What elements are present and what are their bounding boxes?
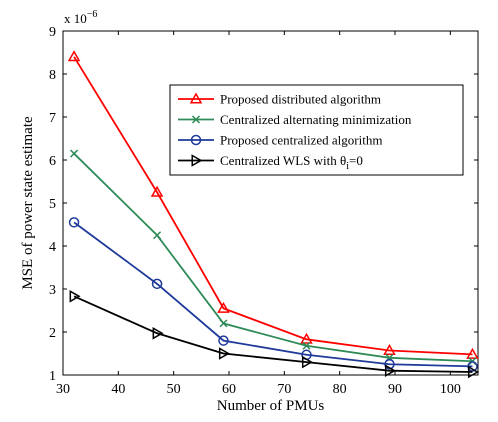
series-line (73, 295, 473, 373)
legend-label-main: Centralized WLS with θ (220, 153, 346, 168)
x-tick-label: 70 (277, 382, 291, 397)
legend-marker (191, 154, 203, 167)
x-tick-label: 50 (167, 382, 181, 397)
data-point (68, 217, 80, 228)
legend-label: Proposed distributed algorithm (220, 92, 381, 107)
data-point (70, 149, 79, 158)
data-point (217, 301, 230, 313)
ticks: 30 40 50 60 70 80 90 100 1 2 3 4 5 6 7 8 9 (49, 25, 478, 397)
y-tick-label: 9 (49, 25, 56, 40)
legend-label-subscript: i (346, 161, 349, 172)
x-axis-label: Number of PMUs (217, 398, 325, 414)
x-tick-label: 60 (222, 382, 236, 397)
series-2 (70, 149, 477, 366)
x-tick-label: 90 (388, 382, 402, 397)
data-point (383, 343, 396, 355)
y-tick-label: 7 (49, 111, 56, 126)
y-exponent-base: x 10 (64, 11, 87, 26)
data-point (466, 347, 479, 359)
legend-box (169, 84, 464, 176)
data-point (218, 335, 229, 346)
marker-stroke (219, 319, 228, 328)
y-tick-label: 8 (49, 68, 56, 83)
series-4 (69, 290, 479, 379)
data-point (302, 341, 311, 350)
legend-label-main: Proposed centralized algorithm (220, 133, 382, 148)
series-line (73, 56, 473, 356)
marker-stroke (302, 341, 311, 350)
y-tick-label: 1 (49, 369, 56, 384)
y-tick-label: 2 (49, 326, 56, 341)
y-exponent-power: −6 (87, 9, 98, 20)
series-line (73, 152, 473, 363)
legend: Proposed distributed algorithm Centralize… (169, 84, 464, 176)
marker-stroke (70, 149, 79, 158)
legend-marker (189, 92, 203, 104)
legend-marker (190, 134, 202, 146)
legend-item: Centralized WLS with θi=0 (178, 153, 363, 172)
data-point (467, 365, 479, 379)
data-point (384, 359, 395, 370)
data-point (67, 50, 81, 62)
legend-label: Centralized alternating minimization (220, 112, 412, 127)
marker-stroke (153, 231, 162, 240)
data-point (384, 364, 396, 377)
y-axis-label: MSE of power state estimate (20, 116, 36, 290)
y-tick-label: 4 (49, 240, 56, 255)
data-point (300, 332, 313, 344)
legend-item: Centralized alternating minimization (178, 112, 412, 127)
data-point (218, 347, 230, 360)
legend-label-main: Proposed distributed algorithm (220, 92, 381, 107)
legend-label: Centralized WLS with θi=0 (220, 153, 363, 172)
plot-area (67, 50, 479, 379)
data-point (219, 319, 228, 328)
data-point (301, 355, 313, 369)
data-point (151, 278, 163, 290)
y-tick-label: 5 (49, 197, 56, 212)
y-tick-label: 6 (49, 154, 56, 169)
x-tick-label: 40 (111, 382, 125, 397)
data-point (152, 326, 164, 340)
legend-item: Proposed centralized algorithm (178, 133, 382, 148)
legend-label-main: Centralized alternating minimization (220, 112, 412, 127)
legend-marker (191, 115, 201, 124)
series-line (73, 221, 473, 368)
series-3 (68, 217, 478, 372)
marker-stroke (191, 115, 201, 124)
legend-label-tail: =0 (349, 153, 363, 168)
data-point (153, 231, 162, 240)
data-point (69, 290, 81, 303)
y-tick-label: 3 (49, 283, 56, 298)
legend-label: Proposed centralized algorithm (220, 133, 382, 148)
x-tick-label: 80 (333, 382, 347, 397)
series-1 (67, 50, 479, 359)
data-point (150, 185, 164, 197)
y-axis-exponent: x 10−6 (64, 9, 97, 26)
x-tick-label: 30 (56, 382, 70, 397)
legend-item: Proposed distributed algorithm (178, 92, 381, 107)
x-tick-label: 100 (440, 382, 461, 397)
